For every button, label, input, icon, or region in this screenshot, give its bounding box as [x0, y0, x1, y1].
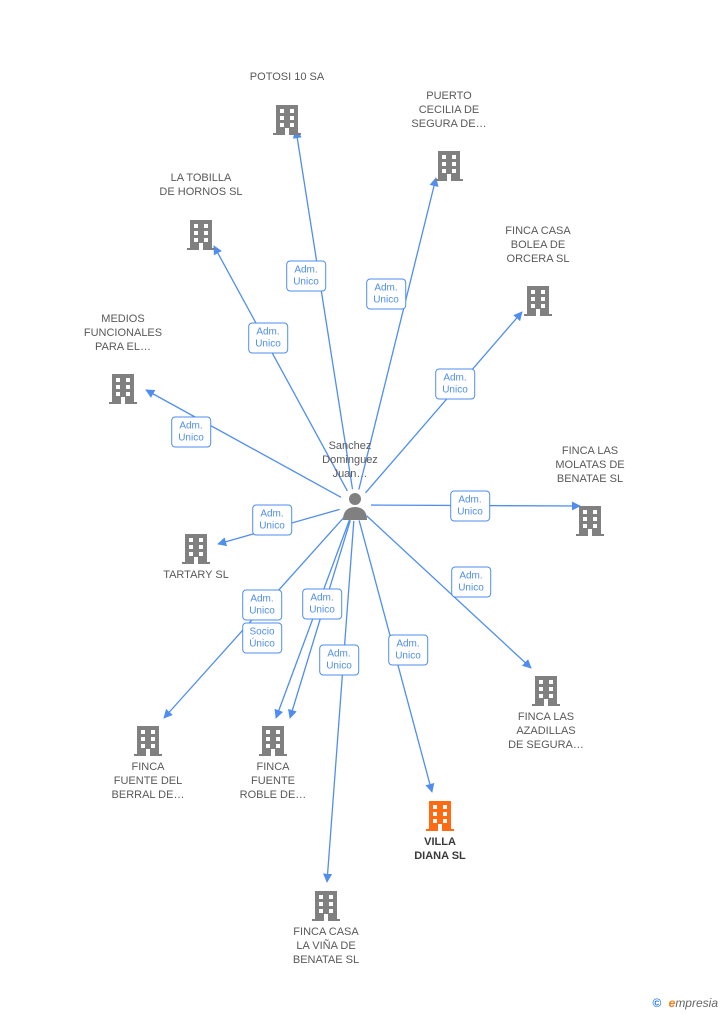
- company-node[interactable]: MEDIOS FUNCIONALES PARA EL…: [73, 313, 173, 409]
- building-icon: [109, 391, 137, 408]
- building-icon: [134, 743, 162, 760]
- company-label: FINCA LAS MOLATAS DE BENATAE SL: [540, 445, 640, 486]
- edge-label: Adm. Unico: [248, 323, 288, 354]
- company-node[interactable]: FINCA CASA LA VIÑA DE BENATAE SL: [276, 889, 376, 967]
- company-label: LA TOBILLA DE HORNOS SL: [151, 172, 251, 200]
- building-icon: [576, 523, 604, 540]
- company-node[interactable]: VILLA DIANA SL: [390, 799, 490, 864]
- edge-label: Adm. Unico: [171, 417, 211, 448]
- edge-label: Adm. Unico: [286, 261, 326, 292]
- edge-label: Adm. Unico: [450, 491, 490, 522]
- edge-label: Adm. Unico: [302, 589, 342, 620]
- company-label: FINCA CASA LA VIÑA DE BENATAE SL: [276, 926, 376, 967]
- company-node[interactable]: FINCA LAS AZADILLAS DE SEGURA…: [496, 674, 596, 752]
- center-person-label: Sanchez Dominguez Juan…: [305, 440, 395, 481]
- edge-label: Socio Único: [242, 623, 282, 654]
- company-label: POTOSI 10 SA: [237, 71, 337, 85]
- company-node[interactable]: FINCA CASA BOLEA DE ORCERA SL: [488, 225, 588, 321]
- building-icon: [273, 122, 301, 139]
- company-node[interactable]: FINCA FUENTE DEL BERRAL DE…: [98, 724, 198, 802]
- edge-label: Adm. Unico: [366, 279, 406, 310]
- company-node[interactable]: PUERTO CECILIA DE SEGURA DE…: [399, 90, 499, 186]
- company-label: VILLA DIANA SL: [390, 836, 490, 864]
- building-icon: [187, 237, 215, 254]
- company-label: MEDIOS FUNCIONALES PARA EL…: [73, 313, 173, 354]
- building-icon: [259, 743, 287, 760]
- edge-label: Adm. Unico: [451, 567, 491, 598]
- company-label: FINCA CASA BOLEA DE ORCERA SL: [488, 225, 588, 266]
- company-node[interactable]: FINCA LAS MOLATAS DE BENATAE SL: [540, 445, 640, 541]
- footer-credit: © empresia: [652, 996, 718, 1010]
- edge-line: [327, 521, 354, 882]
- copyright-symbol: ©: [652, 996, 661, 1010]
- company-label: FINCA FUENTE ROBLE DE…: [223, 761, 323, 802]
- building-icon: [426, 818, 454, 835]
- diagram-canvas: Adm. Unico Adm. Unico Adm. Unico Adm. Unico…: [0, 0, 728, 1015]
- edge-label: Adm. Unico: [242, 590, 282, 621]
- building-icon: [532, 693, 560, 710]
- company-label: PUERTO CECILIA DE SEGURA DE…: [399, 90, 499, 131]
- building-icon: [312, 908, 340, 925]
- edge-label: Adm. Unico: [319, 645, 359, 676]
- company-label: TARTARY SL: [146, 569, 246, 583]
- building-icon: [435, 168, 463, 185]
- company-node[interactable]: FINCA FUENTE ROBLE DE…: [223, 724, 323, 802]
- building-icon: [524, 303, 552, 320]
- edge-label: Adm. Unico: [435, 369, 475, 400]
- brand-rest: mpresia: [675, 996, 718, 1010]
- edge-line: [296, 130, 353, 489]
- edge-label: Adm. Unico: [388, 635, 428, 666]
- company-node[interactable]: POTOSI 10 SA: [237, 71, 337, 140]
- building-icon: [182, 551, 210, 568]
- company-label: FINCA LAS AZADILLAS DE SEGURA…: [496, 711, 596, 752]
- company-node[interactable]: LA TOBILLA DE HORNOS SL: [151, 172, 251, 255]
- company-node[interactable]: TARTARY SL: [146, 532, 246, 583]
- company-label: FINCA FUENTE DEL BERRAL DE…: [98, 761, 198, 802]
- edge-label: Adm. Unico: [252, 505, 292, 536]
- center-person-icon[interactable]: [340, 490, 370, 525]
